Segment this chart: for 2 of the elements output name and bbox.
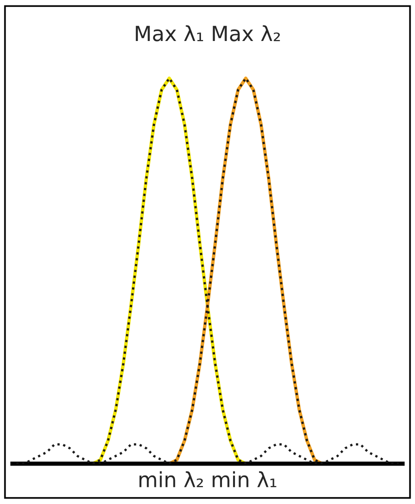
text: min λ₂ min λ₁ (139, 471, 276, 488)
text: Max λ₁ Max λ₂ (136, 25, 280, 42)
